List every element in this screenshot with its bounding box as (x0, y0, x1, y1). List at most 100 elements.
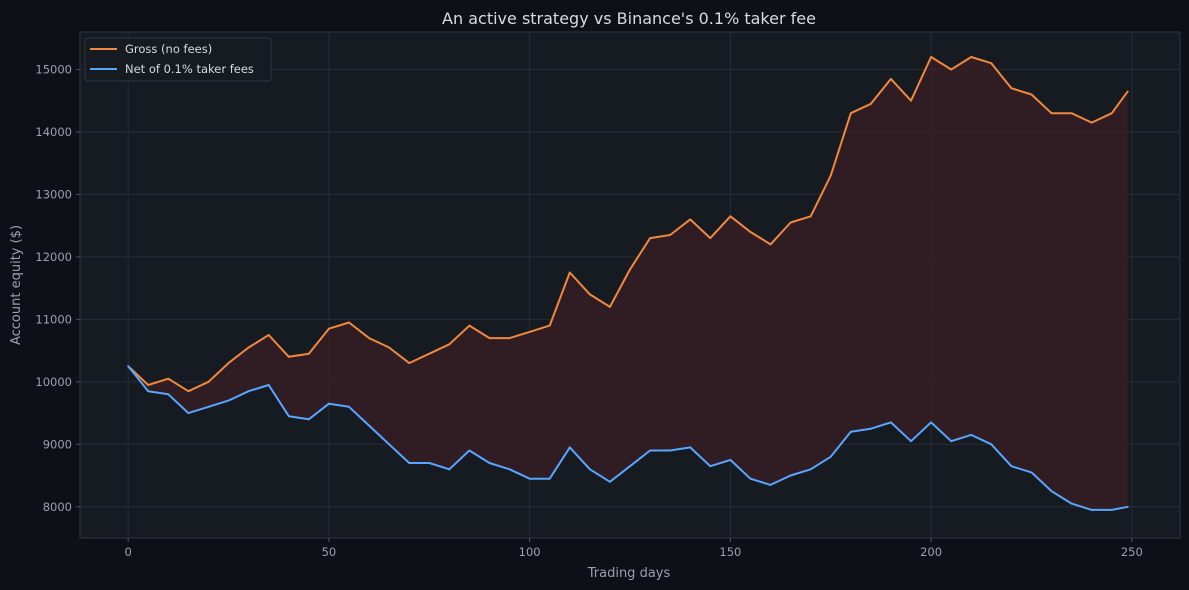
data-point-gross (227, 362, 230, 364)
data-point-net (749, 477, 752, 480)
data-point-gross (408, 362, 411, 364)
y-tick-label: 12000 (35, 250, 72, 264)
data-point-net (1090, 508, 1093, 511)
data-point-net (247, 390, 250, 393)
data-point-net (1070, 502, 1073, 505)
data-point-net (990, 443, 993, 446)
y-tick-label: 10000 (35, 375, 72, 389)
data-point-net (468, 449, 471, 452)
x-tick-label: 100 (519, 545, 541, 559)
data-point-gross (448, 343, 451, 346)
data-point-gross (167, 377, 170, 380)
data-point-net (970, 434, 973, 436)
data-point-gross (368, 337, 370, 339)
legend-box (84, 37, 272, 82)
data-point-net (1126, 505, 1129, 508)
data-point-net (1050, 490, 1053, 493)
data-point-net (528, 477, 531, 480)
y-tick-label: 11000 (35, 312, 72, 326)
data-point-net (568, 446, 571, 449)
data-point-net (488, 462, 491, 464)
data-point-gross (930, 56, 932, 58)
data-point-gross (1050, 112, 1053, 115)
data-point-gross (729, 215, 732, 218)
data-point-gross (649, 237, 651, 240)
data-point-gross (970, 56, 973, 58)
y-tick-label: 13000 (35, 187, 72, 201)
y-tick-label: 14000 (35, 125, 72, 139)
data-point-net (849, 430, 852, 433)
data-point-net (769, 484, 772, 486)
data-point-net (789, 474, 792, 477)
y-axis-label: Account equity ($) (9, 225, 24, 345)
data-point-net (1030, 471, 1033, 474)
data-point-gross (428, 352, 431, 355)
data-point-gross (990, 62, 993, 65)
data-point-gross (1126, 90, 1129, 93)
data-point-gross (809, 215, 812, 218)
data-point-net (609, 480, 611, 483)
data-point-gross (187, 390, 190, 393)
x-tick-label: 200 (920, 545, 942, 559)
data-point-net (910, 440, 912, 443)
data-point-net (629, 465, 631, 468)
y-tick-label: 15000 (35, 62, 72, 76)
x-tick-label: 250 (1121, 545, 1143, 559)
data-point-gross (328, 327, 330, 330)
data-point-net (588, 468, 591, 471)
data-point-gross (488, 337, 491, 339)
legend-label-net: Net of 0.1% taker fees (125, 62, 254, 76)
data-point-net (829, 455, 832, 458)
data-point-net (227, 399, 230, 402)
data-point-gross (348, 321, 350, 324)
data-point-gross (1110, 112, 1113, 115)
x-axis-ticks: 0 50 100 150 200 250 (125, 538, 1143, 559)
data-point-gross (1070, 112, 1073, 115)
data-point-net (408, 462, 411, 464)
data-point-gross (849, 112, 852, 115)
data-point-gross (869, 102, 872, 105)
data-point-gross (1010, 87, 1013, 90)
data-point-net (1110, 508, 1113, 511)
data-point-net (428, 462, 431, 464)
data-point-net (809, 468, 812, 471)
data-point-net (669, 449, 672, 452)
data-point-net (267, 384, 270, 386)
data-point-gross (609, 305, 611, 308)
data-point-gross (548, 324, 551, 327)
data-point-gross (709, 237, 712, 240)
data-point-gross (267, 334, 270, 336)
x-axis-label: Trading days (587, 566, 671, 581)
y-tick-label: 8000 (43, 500, 72, 514)
data-point-gross (528, 330, 531, 333)
data-point-net (950, 440, 953, 443)
data-point-gross (568, 271, 571, 274)
data-points (127, 56, 1129, 511)
data-point-net (127, 365, 130, 368)
data-point-gross (508, 337, 511, 339)
data-point-gross (950, 68, 953, 71)
data-point-gross (207, 380, 210, 383)
y-tick-label: 9000 (43, 437, 72, 451)
data-point-gross (890, 77, 892, 80)
data-point-gross (910, 99, 912, 102)
data-point-net (147, 390, 150, 393)
legend: Gross (no fees) Net of 0.1% taker fees (84, 37, 272, 82)
data-point-net (307, 418, 310, 421)
data-point-gross (307, 352, 310, 355)
x-tick-label: 0 (125, 545, 132, 559)
legend-label-gross: Gross (no fees) (125, 42, 212, 56)
y-axis-ticks: 8000 9000 10000 11000 12000 13000 14000 15000 (35, 62, 80, 514)
data-point-gross (247, 346, 250, 349)
data-point-gross (1090, 121, 1093, 124)
data-point-gross (829, 174, 832, 177)
data-point-net (167, 393, 170, 396)
chart-title: An active strategy vs Binance's 0.1% tak… (442, 9, 816, 28)
data-point-net (388, 443, 391, 446)
data-point-gross (468, 324, 471, 327)
data-point-gross (1030, 93, 1033, 96)
data-point-gross (669, 234, 672, 236)
data-point-gross (769, 243, 772, 246)
data-point-net (348, 405, 350, 408)
